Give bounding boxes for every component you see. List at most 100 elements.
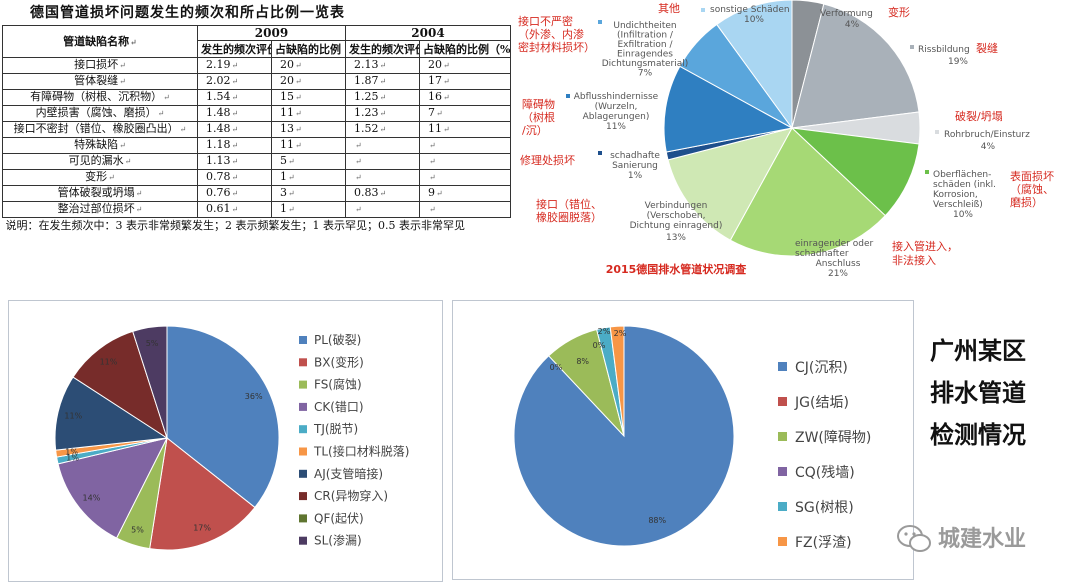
legend-label: PL(破裂)	[314, 332, 361, 347]
slice-label: Verbindungen	[645, 201, 708, 211]
slice-cn-label: 障碍物	[522, 97, 555, 111]
slice-label: schäden (inkl.	[933, 180, 996, 190]
side-note-line: 检测情况	[930, 421, 1026, 449]
pie-slice	[72, 330, 168, 440]
slice-label: 11%	[606, 122, 626, 132]
freq-2004-cell: 1.25↵	[345, 89, 420, 106]
slice-label: Verformung	[820, 9, 873, 19]
pie-value-label: 0%	[550, 363, 563, 372]
legend-label: QF(起伏)	[314, 511, 364, 525]
slice-label: 7%	[638, 69, 653, 79]
pie-slice	[716, 0, 793, 130]
slice-label: Rissbildung	[918, 45, 970, 55]
side-note-line: 广州某区	[930, 337, 1026, 365]
legend-label: CR(异物穿入)	[314, 488, 388, 503]
freq-2009-cell: 2.19↵	[197, 57, 272, 74]
pie-slice	[57, 437, 168, 539]
ratio-2004-cell: ↵	[419, 201, 511, 218]
pie-slice	[166, 325, 280, 509]
pie-value-label: 2%	[614, 329, 627, 338]
chart-title: 2015德国排水管道状况调查	[606, 262, 747, 276]
pie-value-label: 1%	[65, 447, 78, 456]
legend-swatch	[701, 8, 705, 12]
pie-value-label: 88%	[648, 516, 666, 525]
slice-cn-label: （外渗、内渗	[518, 27, 584, 41]
slice-value-label: 10%	[953, 210, 973, 220]
slice-label: (Verschoben,	[647, 211, 706, 221]
structural-defect-pie-chart: 36% 17% 5% 14% 1%1% 11% 11% 5% PL(破裂) BX(变形) FS(腐…	[54, 325, 409, 551]
pie-value-label: 36%	[245, 392, 263, 401]
pie-value-label: 14%	[83, 494, 101, 503]
slice-cn-label: （腐蚀、	[1010, 182, 1054, 196]
pie-value-label: 5%	[146, 339, 159, 348]
table-row: 变形↵ 0.78↵ 1↵ ↵ ↵	[2, 169, 511, 186]
defect-table: 管道缺陷名称↵ 2009 2004 发生的频次评价 占缺陷的比例（%） 发生的频…	[2, 25, 511, 250]
freq-2009-cell: 1.48↵	[197, 105, 272, 122]
slice-label: Exfiltration /	[617, 40, 673, 50]
row-name-cell: 管体破裂或坍塌↵	[2, 185, 198, 202]
slice-value-label: 13%	[666, 233, 686, 243]
watermark-text: 城建水业	[938, 526, 1026, 552]
slice-label: Dichtungsmaterial)	[602, 59, 689, 69]
legend-label: SL(渗漏)	[314, 533, 362, 548]
pie-slice	[663, 65, 794, 153]
legend-swatch	[778, 432, 787, 441]
legend-swatch	[811, 9, 815, 13]
legend-label: ZW(障碍物)	[795, 430, 871, 446]
pie-value-label: 8%	[576, 357, 589, 366]
table-row: 管体裂缝↵ 2.02↵ 20↵ 1.87↵ 17↵	[2, 73, 511, 90]
pie-value-label: 11%	[100, 358, 118, 367]
slice-cn-label: （树根	[522, 110, 555, 124]
table-row: 接口不密封（错位、橡胶圈凸出）↵ 1.48↵ 13↵ 1.52↵ 11↵	[2, 121, 511, 138]
side-note: 广州某区 排水管道 检测情况	[930, 330, 1070, 456]
legend-swatch	[299, 402, 307, 411]
slice-cn-label: /沉）	[522, 124, 548, 137]
legend-swatch	[910, 45, 914, 49]
slice-label: Sanierung	[612, 161, 658, 171]
legend-label: CK(错口)	[314, 400, 364, 414]
legend-label: FS(腐蚀)	[314, 377, 362, 392]
slice-label: Abflusshindernisse	[574, 92, 659, 102]
slice-cn-label: 磨损）	[1010, 195, 1043, 209]
slice-value-label: 4%	[845, 20, 860, 30]
row-name-cell: 特殊缺陷↵	[2, 137, 198, 154]
slice-cn-label: 非法接入	[892, 253, 936, 267]
pie-value-label: 17%	[193, 524, 211, 533]
row-name-cell: 接口不密封（错位、橡胶圈凸出）↵	[2, 121, 198, 138]
legend-swatch	[935, 130, 939, 134]
functional-defect-pie-chart: 88% 0% 8% 0% 2% 2% CJ(沉积) JG(结垢) ZW(障碍物) CQ(残墙) S…	[513, 325, 871, 551]
watermark: 城建水业	[897, 525, 1026, 552]
legend-swatch	[598, 151, 602, 155]
pie-value-label: 11%	[64, 412, 82, 421]
table-row: 有障碍物（树根、沉积物）↵ 1.54↵ 15↵ 1.25↵ 16↵	[2, 89, 511, 106]
table-title: 德国管道损坏问题发生的频次和所占比例一览表	[30, 5, 345, 21]
legend-label: JG(结垢)	[794, 395, 849, 411]
slice-cn-label: 裂缝	[976, 41, 998, 55]
slice-cn-label: 橡胶圈脱落）	[536, 210, 602, 224]
legend-swatch	[299, 492, 307, 501]
slice-cn-label: 密封材料损坏）	[518, 40, 595, 54]
legend-swatch	[778, 502, 787, 511]
table-note: 说明：在发生频次中：3 表示非常频繁发生；2 表示频繁发生；1 表示罕见；0.5…	[2, 217, 511, 250]
pie-slice	[132, 325, 168, 439]
freq-2009-cell: 1.13↵	[197, 153, 272, 170]
slice-value-label: 4%	[981, 142, 996, 152]
legend-swatch	[299, 358, 307, 367]
slice-cn-label: 变形	[888, 5, 910, 19]
legend-swatch	[778, 397, 787, 406]
legend-swatch	[299, 447, 307, 456]
legend-label: TL(接口材料脱落)	[313, 444, 409, 459]
pie-slice	[149, 437, 256, 551]
slice-label: (Wurzeln,	[595, 102, 638, 112]
ratio-2004-cell: 11↵	[419, 121, 511, 138]
legend-label: AJ(支管暗接)	[314, 466, 383, 481]
legend-swatch	[925, 170, 929, 174]
legend-swatch	[786, 240, 790, 244]
slice-label: 1%	[628, 171, 643, 181]
wechat-icon	[897, 525, 931, 552]
slice-label: sonstige Schäden	[710, 5, 790, 15]
slice-cn-label: 破裂/坍塌	[955, 109, 1003, 123]
slice-label: Einragendes	[617, 50, 673, 60]
slice-cn-label: 表面损坏	[1010, 169, 1054, 183]
slice-label: Verschleiß)	[933, 200, 983, 210]
